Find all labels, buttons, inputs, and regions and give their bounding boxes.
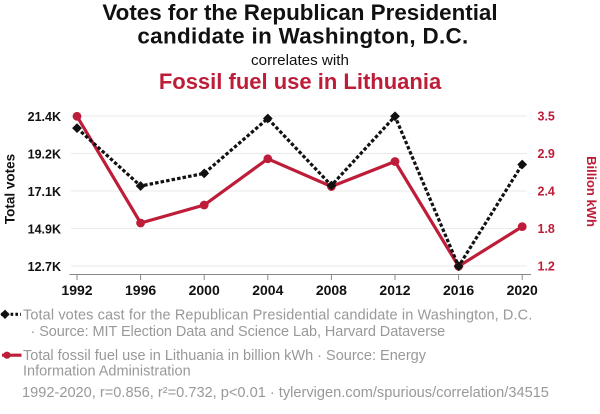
svg-text:Total votes: Total votes bbox=[3, 154, 18, 224]
svg-text:Information Administration: Information Administration bbox=[23, 364, 191, 380]
svg-text:2012: 2012 bbox=[379, 282, 410, 298]
svg-text:Fossil fuel use in Lithuania: Fossil fuel use in Lithuania bbox=[159, 69, 442, 94]
svg-text:3.5: 3.5 bbox=[538, 110, 555, 124]
svg-text:17.1K: 17.1K bbox=[28, 185, 61, 199]
svg-text:2016: 2016 bbox=[443, 282, 474, 298]
svg-text:2008: 2008 bbox=[316, 282, 347, 298]
svg-text:1992-2020, r=0.856, r²=0.732,: 1992-2020, r=0.856, r²=0.732, p<0.01 · t… bbox=[22, 385, 549, 401]
svg-text:1.8: 1.8 bbox=[538, 222, 555, 236]
svg-text:21.4K: 21.4K bbox=[28, 110, 61, 124]
svg-text:correlates with: correlates with bbox=[251, 52, 349, 69]
svg-text:· Source: MIT Election Data an: · Source: MIT Election Data and Science … bbox=[31, 324, 446, 340]
svg-text:19.2K: 19.2K bbox=[28, 148, 61, 162]
svg-text:2.9: 2.9 bbox=[538, 147, 555, 161]
svg-text:Votes for the Republican Presi: Votes for the Republican Presidential bbox=[102, 0, 497, 25]
svg-text:Total votes cast for the Repub: Total votes cast for the Republican Pres… bbox=[23, 307, 532, 323]
svg-text:14.9K: 14.9K bbox=[28, 223, 61, 237]
svg-text:Billion kWh: Billion kWh bbox=[584, 156, 599, 227]
svg-text:1992: 1992 bbox=[61, 282, 92, 298]
svg-text:2.4: 2.4 bbox=[538, 185, 555, 199]
svg-text:candidate in Washington, D.C.: candidate in Washington, D.C. bbox=[137, 23, 468, 48]
svg-text:1.2: 1.2 bbox=[538, 260, 555, 274]
svg-text:2000: 2000 bbox=[189, 282, 220, 298]
svg-text:12.7K: 12.7K bbox=[28, 260, 61, 274]
svg-text:1996: 1996 bbox=[125, 282, 156, 298]
svg-text:Total fossil fuel use in Lithu: Total fossil fuel use in Lithuania in bi… bbox=[23, 348, 427, 364]
svg-text:2020: 2020 bbox=[507, 282, 538, 298]
svg-text:2004: 2004 bbox=[252, 282, 283, 298]
